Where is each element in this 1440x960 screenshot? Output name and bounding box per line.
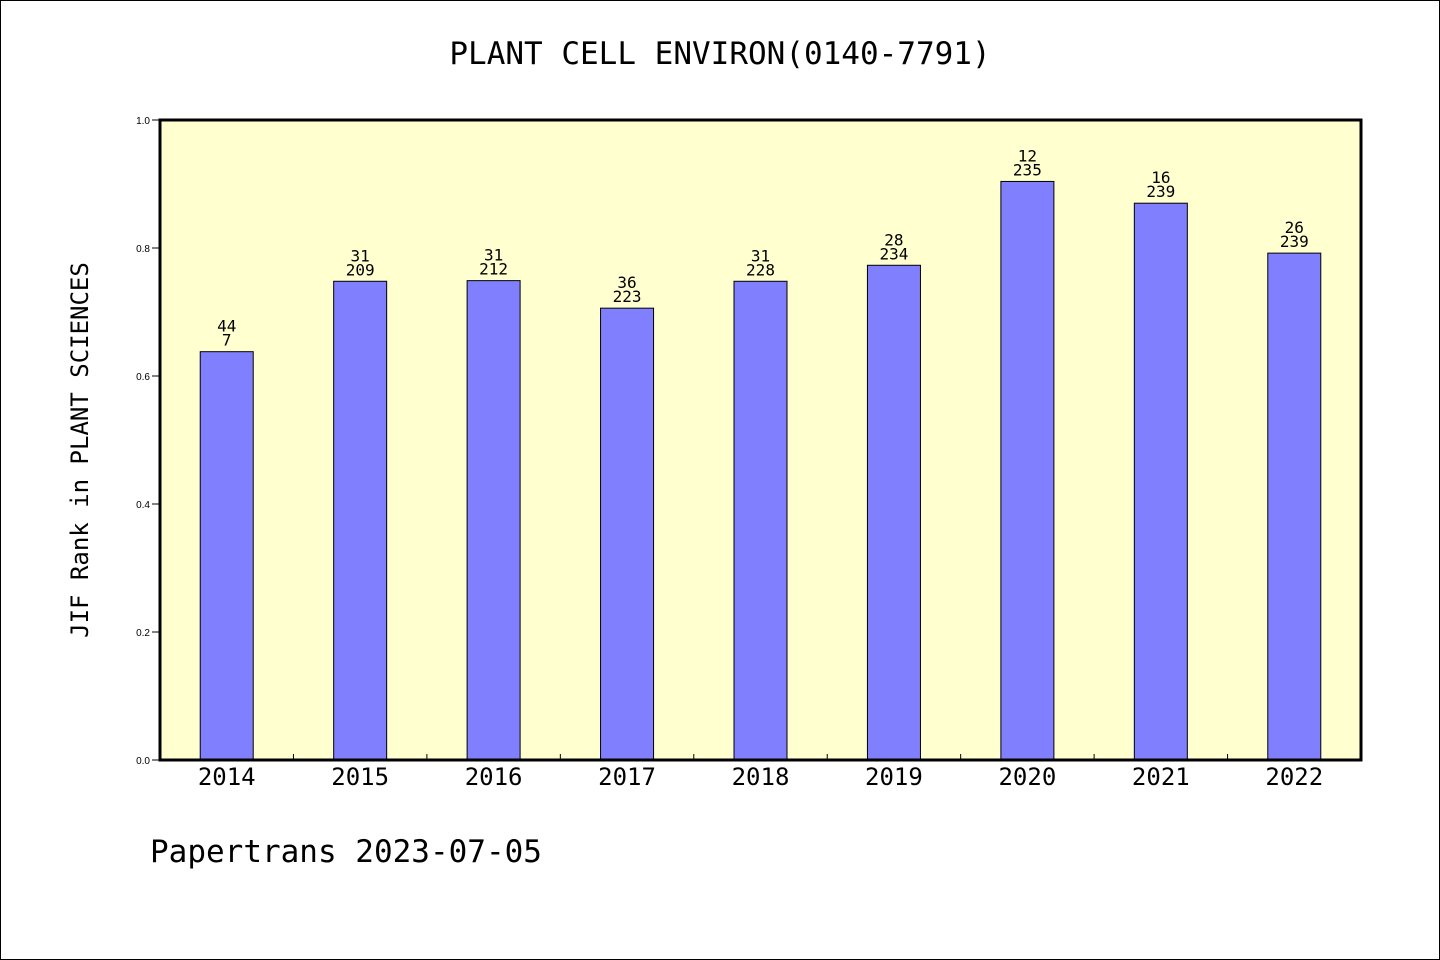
data-label-top: 31 [351,246,370,265]
data-label-top: 16 [1151,168,1170,187]
bar [600,307,655,761]
bar [333,280,388,761]
data-label-top: 12 [1018,146,1037,165]
x-tick-label: 2020 [998,763,1056,791]
x-tick-label: 2014 [198,763,256,791]
data-label-bottom: 239 [1280,232,1309,251]
chart-title: PLANT CELL ENVIRON(0140-7791) [449,36,991,72]
x-tick-label: 2021 [1132,763,1190,791]
y-tick-label: 0.4 [136,500,150,511]
bar [733,280,788,761]
x-tick-label: 2015 [331,763,389,791]
y-tick-label: 0.6 [136,372,150,383]
data-label-bottom: 209 [346,260,375,279]
footer-credit: Papertrans 2023-07-05 [150,834,542,870]
data-label-top: 28 [884,230,903,249]
data-label-bottom: 223 [613,287,642,306]
bar [866,264,921,761]
x-tick-label: 2022 [1265,763,1323,791]
data-label-bottom: 228 [746,260,775,279]
x-tick-label: 2017 [598,763,656,791]
data-label-bottom: 7 [222,331,232,350]
x-tick-label: 2016 [465,763,523,791]
x-tick-label: 2019 [865,763,923,791]
bar [1000,180,1055,761]
plot-border [158,118,1363,762]
y-tick-label: 0.0 [136,756,150,767]
data-label-bottom: 212 [479,260,508,279]
y-tick-label: 0.8 [136,244,150,255]
data-label-bottom: 234 [879,244,908,263]
data-label-top: 26 [1285,218,1304,237]
data-label-bottom: 235 [1013,160,1042,179]
bar [1133,202,1188,761]
bar [466,280,521,761]
x-tick-label: 2018 [732,763,790,791]
data-label-top: 36 [617,273,636,292]
bar [1267,252,1322,761]
y-tick-label: 1.0 [136,116,150,127]
data-label-top: 44 [217,317,236,336]
bar [199,351,254,761]
data-label-bottom: 239 [1146,182,1175,201]
data-label-top: 31 [751,246,770,265]
data-label-top: 31 [484,246,503,265]
y-tick-label: 0.2 [136,628,150,639]
